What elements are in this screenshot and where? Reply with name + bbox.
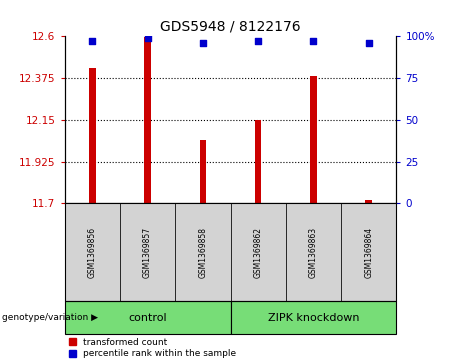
Point bbox=[310, 38, 317, 44]
Bar bbox=[255, 120, 261, 203]
Text: control: control bbox=[128, 313, 167, 323]
Text: GSM1369858: GSM1369858 bbox=[198, 227, 207, 278]
Bar bbox=[89, 68, 95, 203]
Bar bbox=[200, 140, 206, 203]
Text: GSM1369857: GSM1369857 bbox=[143, 227, 152, 278]
Bar bbox=[144, 37, 151, 203]
Title: GDS5948 / 8122176: GDS5948 / 8122176 bbox=[160, 20, 301, 34]
Text: GSM1369864: GSM1369864 bbox=[364, 227, 373, 278]
Point bbox=[144, 35, 151, 41]
Text: ZIPK knockdown: ZIPK knockdown bbox=[268, 313, 359, 323]
Bar bbox=[310, 76, 317, 203]
Point bbox=[254, 38, 262, 44]
Text: genotype/variation ▶: genotype/variation ▶ bbox=[2, 313, 98, 322]
Point bbox=[365, 40, 372, 46]
Text: GSM1369856: GSM1369856 bbox=[88, 227, 97, 278]
Legend: transformed count, percentile rank within the sample: transformed count, percentile rank withi… bbox=[69, 338, 236, 359]
Text: GSM1369863: GSM1369863 bbox=[309, 227, 318, 278]
Bar bbox=[366, 200, 372, 203]
Text: GSM1369862: GSM1369862 bbox=[254, 227, 263, 278]
Point bbox=[89, 38, 96, 44]
Point bbox=[199, 40, 207, 46]
